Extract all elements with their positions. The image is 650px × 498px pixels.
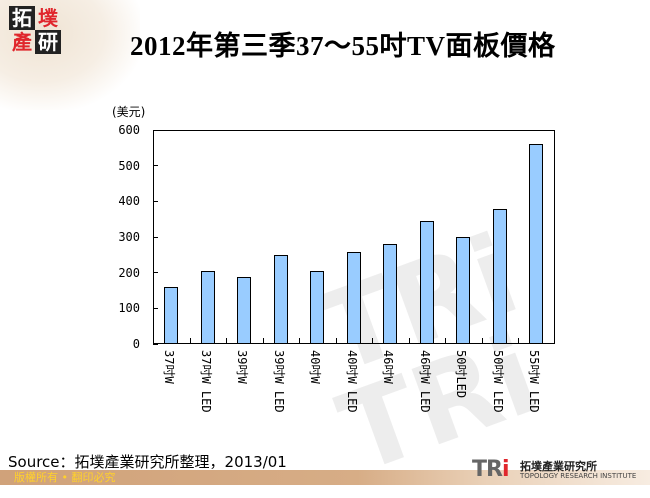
y-tick-label: 400 — [118, 194, 140, 209]
x-tick-label: 39吋W — [235, 350, 251, 440]
y-tick-label: 200 — [118, 265, 140, 280]
y-tick — [153, 307, 158, 309]
x-tick-label: 46吋W — [381, 350, 397, 440]
y-tick-label: 0 — [132, 337, 140, 351]
bar — [164, 287, 178, 344]
bar — [274, 255, 288, 344]
page-title: 2012年第三季37～55吋TV面板價格 — [130, 31, 556, 61]
x-tick-label-text: 50吋W LED — [491, 350, 505, 413]
y-tick-label: 100 — [118, 301, 140, 316]
x-tick-label-text: 37吋W — [162, 350, 176, 384]
x-tick — [263, 338, 264, 344]
x-tick — [372, 338, 373, 344]
y-tick — [153, 236, 158, 238]
org-name-cn: 拓墣產業研究所 — [520, 460, 597, 473]
y-tick — [153, 272, 158, 274]
y-tick — [153, 343, 158, 345]
x-tick-label-text: 46吋W — [381, 350, 395, 384]
y-tick — [153, 165, 158, 167]
x-tick-label-text: 37吋W LED — [199, 350, 213, 413]
x-tick-label-text: 50吋LED — [454, 350, 468, 399]
bar — [383, 244, 397, 344]
x-tick-label-text: 40吋W LED — [345, 350, 359, 413]
x-tick — [518, 338, 519, 344]
logo-char: 研 — [35, 30, 61, 54]
x-tick-label-text: 39吋W LED — [272, 350, 286, 413]
bar — [310, 271, 324, 344]
tri-logo-mark: TRi — [472, 457, 509, 482]
x-tick-label-text: 55吋W LED — [527, 350, 541, 413]
footer-band — [0, 470, 650, 485]
x-tick-label: 40吋W LED — [345, 350, 361, 440]
org-name-en: TOPOLOGY RESEARCH INSTITUTE — [520, 472, 637, 480]
bar — [347, 252, 361, 344]
x-tick — [409, 338, 410, 344]
copyright-text: 版權所有 • 翻印必究 — [14, 471, 116, 484]
brand-logo: 拓 墣 產 研 — [9, 6, 61, 54]
bar — [237, 277, 251, 344]
x-tick-label: 37吋W — [162, 350, 178, 440]
y-tick-label: 300 — [118, 230, 140, 244]
y-tick — [153, 200, 158, 202]
logo-char: 產 — [12, 30, 32, 54]
bar — [493, 209, 507, 344]
source-note: Source：拓墣產業研究所整理，2013/01 — [8, 453, 287, 471]
x-tick — [482, 338, 483, 344]
x-tick — [445, 338, 446, 344]
x-tick-label: 46吋W LED — [418, 350, 434, 440]
bar — [420, 221, 434, 344]
x-tick-label: 55吋W LED — [527, 350, 543, 440]
logo-char: 拓 — [9, 6, 35, 30]
x-tick-label: 50吋W LED — [491, 350, 507, 440]
logo-char: 墣 — [38, 6, 58, 30]
bar — [529, 144, 543, 344]
x-tick — [336, 338, 337, 344]
x-tick-label: 50吋LED — [454, 350, 470, 440]
x-tick-label-text: 39吋W — [235, 350, 249, 384]
x-tick-label: 40吋W — [308, 350, 324, 440]
y-tick-label: 600 — [118, 123, 140, 137]
x-tick-label-text: 46吋W LED — [418, 350, 432, 413]
x-tick — [299, 338, 300, 344]
bar — [456, 237, 470, 344]
x-tick — [226, 338, 227, 344]
x-tick-label: 39吋W LED — [272, 350, 288, 440]
x-tick-label-text: 40吋W — [308, 350, 322, 384]
y-tick — [153, 129, 158, 131]
x-tick — [190, 338, 191, 344]
y-axis-unit-label: (美元) — [112, 105, 146, 119]
x-tick-label: 37吋W LED — [199, 350, 215, 440]
bar — [201, 271, 215, 344]
y-tick-label: 500 — [118, 158, 140, 173]
